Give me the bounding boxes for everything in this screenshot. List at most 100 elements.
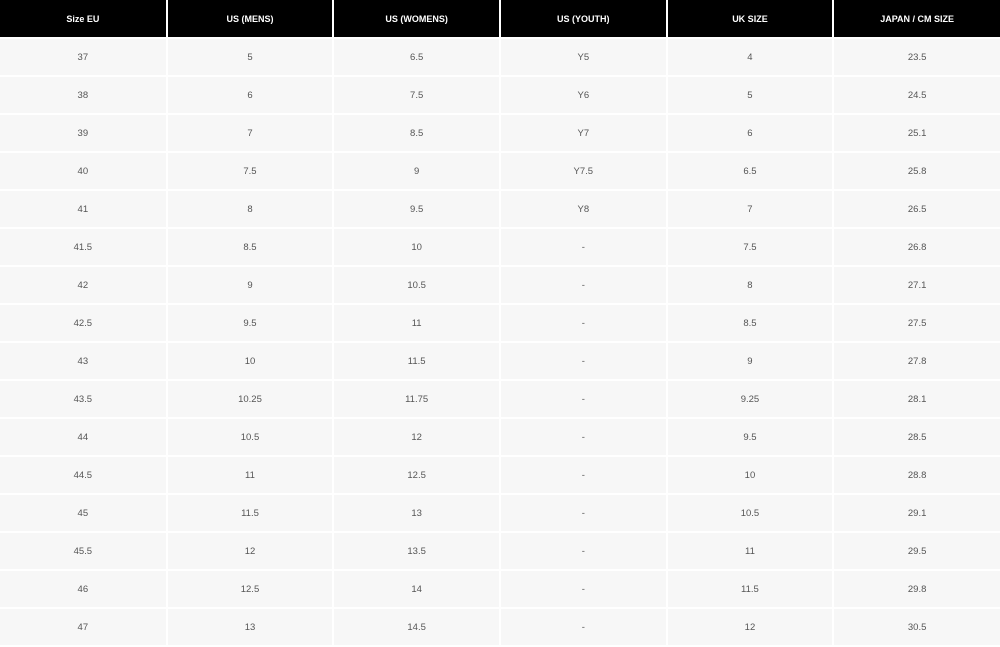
table-cell: 7.5	[665, 227, 834, 266]
table-row: 45.5 12 13.5-11 29.5	[0, 531, 1000, 570]
table-cell: 44	[0, 417, 167, 456]
table-cell: 12.5	[165, 569, 334, 608]
table-row: 41.5 8.5 10-7.5 26.8	[0, 227, 1000, 266]
table-cell: -	[498, 531, 667, 570]
table-cell: 7	[165, 113, 334, 152]
table-cell: 8	[165, 189, 334, 228]
table-row: 41 8 9.5 Y8 7 26.5	[0, 189, 1000, 228]
table-cell: 37	[0, 37, 167, 76]
table-cell: 13.5	[332, 531, 500, 570]
table-cell: 28.8	[832, 455, 1000, 494]
column-header: US (MENS)	[165, 0, 334, 39]
table-cell: 10.5	[665, 493, 834, 532]
table-cell: 10	[665, 455, 834, 494]
column-header: US (WOMENS)	[332, 0, 500, 39]
table-row: 44.5 11 12.5-10 28.8	[0, 455, 1000, 494]
table-cell: Y6	[498, 75, 667, 114]
table-row: 42 9 10.5-8 27.1	[0, 265, 1000, 304]
table-cell: 12.5	[332, 455, 500, 494]
table-cell: 30.5	[832, 607, 1000, 645]
table-cell: 9	[665, 341, 834, 380]
table-cell: -	[498, 379, 667, 418]
table-cell: 11.5	[165, 493, 334, 532]
table-cell: 45	[0, 493, 167, 532]
table-cell: 7.5	[332, 75, 500, 114]
table-cell: 10.5	[165, 417, 334, 456]
table-cell: 13	[332, 493, 500, 532]
table-row: 47 13 14.5-12 30.5	[0, 607, 1000, 645]
table-cell: -	[498, 227, 667, 266]
table-cell: -	[498, 607, 667, 645]
table-cell: 14.5	[332, 607, 500, 645]
table-cell: 23.5	[832, 37, 1000, 76]
table-cell: 9.25	[665, 379, 834, 418]
table-cell: -	[498, 303, 667, 342]
table-cell: 29.1	[832, 493, 1000, 532]
table-row: 43.5 10.25 11.75-9.25 28.1	[0, 379, 1000, 418]
table-cell: 6.5	[665, 151, 834, 190]
table-cell: 38	[0, 75, 167, 114]
table-cell: 29.8	[832, 569, 1000, 608]
table-cell: 9	[332, 151, 500, 190]
table-row: 42.5 9.5 11-8.5 27.5	[0, 303, 1000, 342]
table-cell: 8	[665, 265, 834, 304]
table-cell: 44.5	[0, 455, 167, 494]
table-row: 43 10 11.5-9 27.8	[0, 341, 1000, 380]
table-cell: 11.5	[332, 341, 500, 380]
column-header: UK SIZE	[665, 0, 834, 39]
table-cell: 43	[0, 341, 167, 380]
table-cell: 8.5	[332, 113, 500, 152]
table-cell: Y8	[498, 189, 667, 228]
table-row: 46 12.5 14-11.5 29.8	[0, 569, 1000, 608]
table-cell: 25.8	[832, 151, 1000, 190]
table-cell: 10	[165, 341, 334, 380]
table-cell: 9	[165, 265, 334, 304]
table-row: 38 6 7.5 Y6 5 24.5	[0, 75, 1000, 114]
table-cell: 5	[165, 37, 334, 76]
table-cell: 10.25	[165, 379, 334, 418]
table-cell: -	[498, 455, 667, 494]
table-cell: 4	[665, 37, 834, 76]
table-cell: 28.1	[832, 379, 1000, 418]
table-cell: 24.5	[832, 75, 1000, 114]
table-cell: -	[498, 341, 667, 380]
table-cell: 11	[665, 531, 834, 570]
table-cell: 40	[0, 151, 167, 190]
table-cell: 42.5	[0, 303, 167, 342]
table-cell: 11	[332, 303, 500, 342]
table-cell: -	[498, 493, 667, 532]
table-cell: 26.5	[832, 189, 1000, 228]
table-cell: Y5	[498, 37, 667, 76]
table-cell: 41.5	[0, 227, 167, 266]
table-row: 39 7 8.5 Y7 6 25.1	[0, 113, 1000, 152]
table-cell: 43.5	[0, 379, 167, 418]
table-cell: 9.5	[332, 189, 500, 228]
table-cell: 11	[165, 455, 334, 494]
table-cell: 12	[165, 531, 334, 570]
table-cell: 9.5	[165, 303, 334, 342]
table-cell: 11.5	[665, 569, 834, 608]
table-cell: Y7	[498, 113, 667, 152]
table-cell: 12	[332, 417, 500, 456]
table-cell: 14	[332, 569, 500, 608]
table-cell: 6.5	[332, 37, 500, 76]
table-cell: 12	[665, 607, 834, 645]
column-header: JAPAN / CM SIZE	[832, 0, 1000, 39]
table-cell: 5	[665, 75, 834, 114]
table-cell: 10	[332, 227, 500, 266]
table-cell: Y7.5	[498, 151, 667, 190]
table-cell: 41	[0, 189, 167, 228]
table-cell: 7.5	[165, 151, 334, 190]
table-cell: 27.8	[832, 341, 1000, 380]
table-cell: 27.1	[832, 265, 1000, 304]
table-cell: 6	[165, 75, 334, 114]
table-cell: 46	[0, 569, 167, 608]
table-cell: 7	[665, 189, 834, 228]
table-cell: 9.5	[665, 417, 834, 456]
table-cell: 42	[0, 265, 167, 304]
table-cell: 45.5	[0, 531, 167, 570]
table-cell: 8.5	[165, 227, 334, 266]
table-cell: 25.1	[832, 113, 1000, 152]
table-cell: 26.8	[832, 227, 1000, 266]
